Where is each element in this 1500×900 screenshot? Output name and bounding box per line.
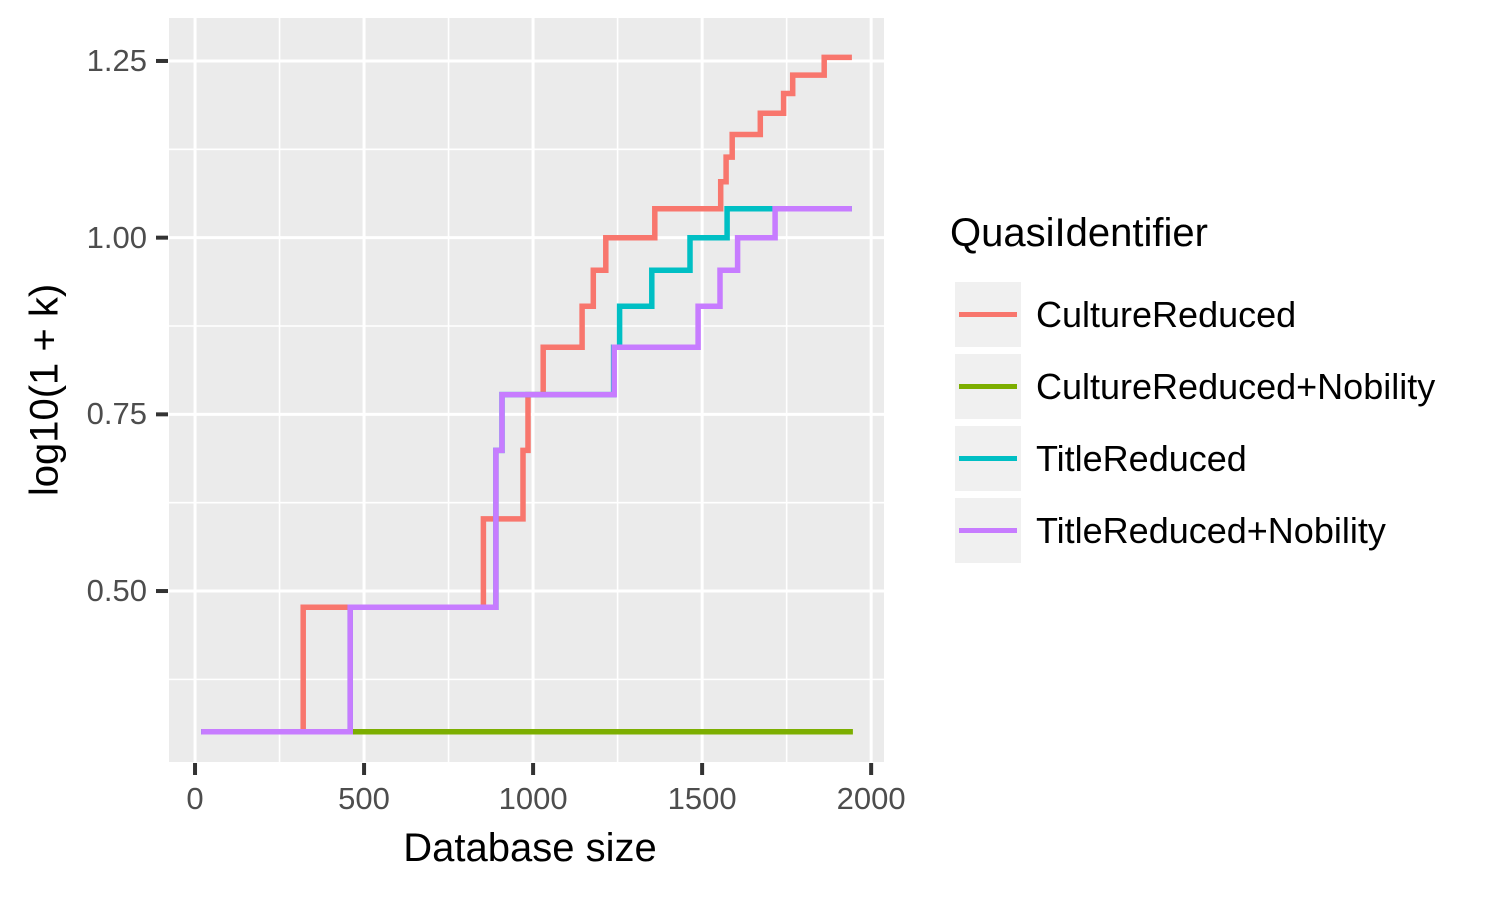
series-TitleReduced+Nobility	[201, 205, 852, 735]
legend-swatch-line	[959, 528, 1017, 533]
legend-key	[955, 282, 1021, 347]
legend-swatch-line	[959, 384, 1017, 389]
legend-title: QuasiIdentifier	[950, 211, 1208, 255]
legend-item-label: CultureReduced	[1036, 293, 1297, 335]
y-tick-label: 1.25	[86, 42, 147, 78]
legend-item: CultureReduced+Nobility	[955, 354, 1435, 419]
x-tick-label: 0	[186, 781, 204, 816]
x-tick-label: 1500	[667, 781, 737, 816]
legend-swatch-line	[959, 456, 1017, 461]
legend-item-label: TitleReduced	[1036, 437, 1247, 479]
x-axis-title: Database size	[403, 826, 657, 870]
x-tick-label: 1000	[498, 781, 568, 816]
legend-item: CultureReduced	[955, 282, 1435, 347]
y-tick-label: 1.00	[86, 219, 147, 255]
legend-key	[955, 354, 1021, 419]
y-axis-title: log10(1 + k)	[22, 283, 67, 497]
y-tick-label: 0.50	[86, 573, 147, 609]
legend-key	[955, 498, 1021, 563]
x-tick-label: 500	[338, 781, 390, 816]
legend-item-label: CultureReduced+Nobility	[1036, 365, 1436, 407]
series-CultureReduced	[201, 54, 852, 735]
legend: QuasiIdentifier CultureReduced CultureRe…	[950, 211, 1435, 570]
x-tick-label: 2000	[836, 781, 906, 816]
legend-swatch-line	[959, 312, 1017, 317]
legend-item: TitleReduced	[955, 426, 1435, 491]
legend-item: TitleReduced+Nobility	[955, 498, 1435, 563]
legend-item-label: TitleReduced+Nobility	[1036, 509, 1386, 551]
y-tick-label: 0.75	[86, 396, 147, 432]
legend-key	[955, 426, 1021, 491]
